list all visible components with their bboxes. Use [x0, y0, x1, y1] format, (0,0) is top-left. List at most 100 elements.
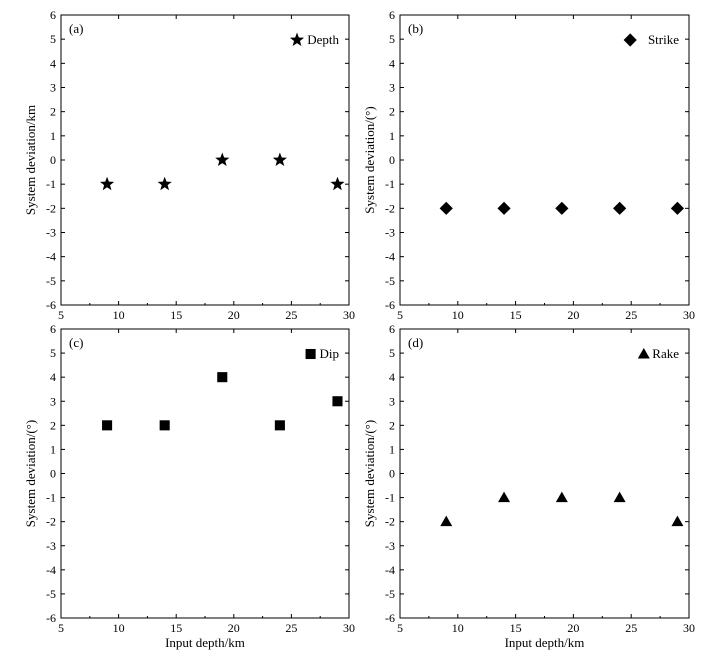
y-tick-label: 3	[389, 394, 395, 408]
y-tick-label: -6	[46, 611, 56, 625]
y-tick-label: 5	[389, 346, 395, 360]
legend-marker	[305, 348, 316, 360]
plot-frame	[60, 14, 350, 306]
x-tick-label: 20	[567, 621, 579, 635]
plot-frame	[399, 14, 690, 306]
y-tick-label: 6	[50, 8, 56, 22]
y-tick-label: -2	[385, 201, 395, 215]
plot-frame	[60, 328, 350, 619]
plot-frame	[399, 328, 690, 619]
y-tick-label: 1	[50, 129, 56, 143]
y-tick-label: 4	[50, 370, 56, 384]
y-tick-label: 5	[389, 32, 395, 46]
y-tick-label: 6	[389, 8, 395, 22]
x-axis-label: Input depth/km	[165, 635, 245, 650]
data-point	[157, 176, 172, 191]
y-tick-label: 1	[389, 442, 395, 456]
x-tick-label: 30	[343, 621, 355, 635]
y-tick-label: -6	[385, 611, 395, 625]
data-point	[498, 491, 511, 503]
legend-marker	[623, 33, 637, 47]
y-tick-label: -1	[385, 177, 395, 191]
y-tick-label: -5	[385, 274, 395, 288]
x-tick-label: 5	[397, 621, 403, 635]
data-point	[215, 152, 230, 167]
y-tick-label: 0	[389, 467, 395, 481]
data-point	[102, 420, 113, 431]
x-tick-label: 30	[683, 308, 695, 322]
x-tick-label: 10	[113, 621, 125, 635]
legend-marker	[289, 32, 305, 47]
data-point	[439, 201, 453, 215]
y-tick-label: -1	[46, 491, 56, 505]
y-tick-label: 4	[389, 370, 395, 384]
panel-label: (d)	[408, 335, 423, 350]
y-tick-label: 2	[389, 105, 395, 119]
panel-label: (b)	[408, 21, 423, 36]
legend-label: Strike	[648, 32, 679, 47]
x-axis-label: Input depth/km	[505, 635, 585, 650]
y-tick-label: -4	[46, 563, 56, 577]
x-tick-label: 25	[285, 621, 297, 635]
x-tick-label: 30	[683, 621, 695, 635]
y-tick-label: -1	[385, 491, 395, 505]
x-tick-label: 15	[170, 621, 182, 635]
data-point	[671, 515, 684, 527]
x-tick-label: 10	[113, 308, 125, 322]
y-tick-label: -2	[46, 515, 56, 529]
x-tick-label: 15	[510, 308, 522, 322]
y-axis-label: System deviation/(°)	[362, 106, 377, 213]
legend-label: Dip	[320, 346, 340, 361]
y-tick-label: 5	[50, 346, 56, 360]
x-tick-label: 5	[58, 308, 64, 322]
panel-label: (a)	[69, 21, 83, 36]
y-tick-label: 6	[50, 322, 56, 336]
y-axis-label: System deviation/(°)	[23, 420, 38, 527]
data-point	[100, 176, 115, 191]
data-point	[330, 176, 345, 191]
y-tick-label: -5	[46, 587, 56, 601]
y-tick-label: 1	[389, 129, 395, 143]
x-tick-label: 5	[58, 621, 64, 635]
y-tick-label: -1	[46, 177, 56, 191]
y-tick-label: -2	[46, 201, 56, 215]
x-tick-label: 10	[452, 621, 464, 635]
y-tick-label: -2	[385, 515, 395, 529]
y-tick-label: 4	[389, 56, 395, 70]
x-tick-label: 20	[567, 308, 579, 322]
y-tick-label: 3	[50, 394, 56, 408]
data-point	[670, 201, 685, 215]
y-tick-label: -4	[385, 563, 395, 577]
data-point	[217, 372, 228, 383]
y-tick-label: 1	[50, 442, 56, 456]
y-tick-label: -3	[46, 226, 56, 240]
x-tick-label: 15	[170, 308, 182, 322]
y-tick-label: 2	[50, 105, 56, 119]
legend-marker	[637, 348, 650, 359]
x-tick-label: 5	[397, 308, 403, 322]
data-point	[274, 420, 285, 431]
data-point	[497, 201, 511, 215]
legend-label: Depth	[307, 32, 339, 47]
legend-label: Rake	[652, 346, 679, 361]
y-tick-label: 0	[50, 467, 56, 481]
y-tick-label: -5	[46, 274, 56, 288]
y-tick-label: -6	[385, 298, 395, 312]
data-point	[440, 515, 453, 527]
x-tick-label: 30	[343, 308, 355, 322]
y-tick-label: -5	[385, 587, 395, 601]
data-point	[272, 152, 287, 167]
y-tick-label: -6	[46, 298, 56, 312]
y-tick-label: 2	[50, 418, 56, 432]
y-tick-label: 2	[389, 418, 395, 432]
y-tick-label: -3	[385, 539, 395, 553]
data-point	[613, 201, 627, 215]
y-axis-label: System deviation/km	[23, 105, 38, 215]
y-tick-label: -4	[46, 250, 56, 264]
x-tick-label: 25	[285, 308, 297, 322]
data-point	[555, 491, 568, 503]
